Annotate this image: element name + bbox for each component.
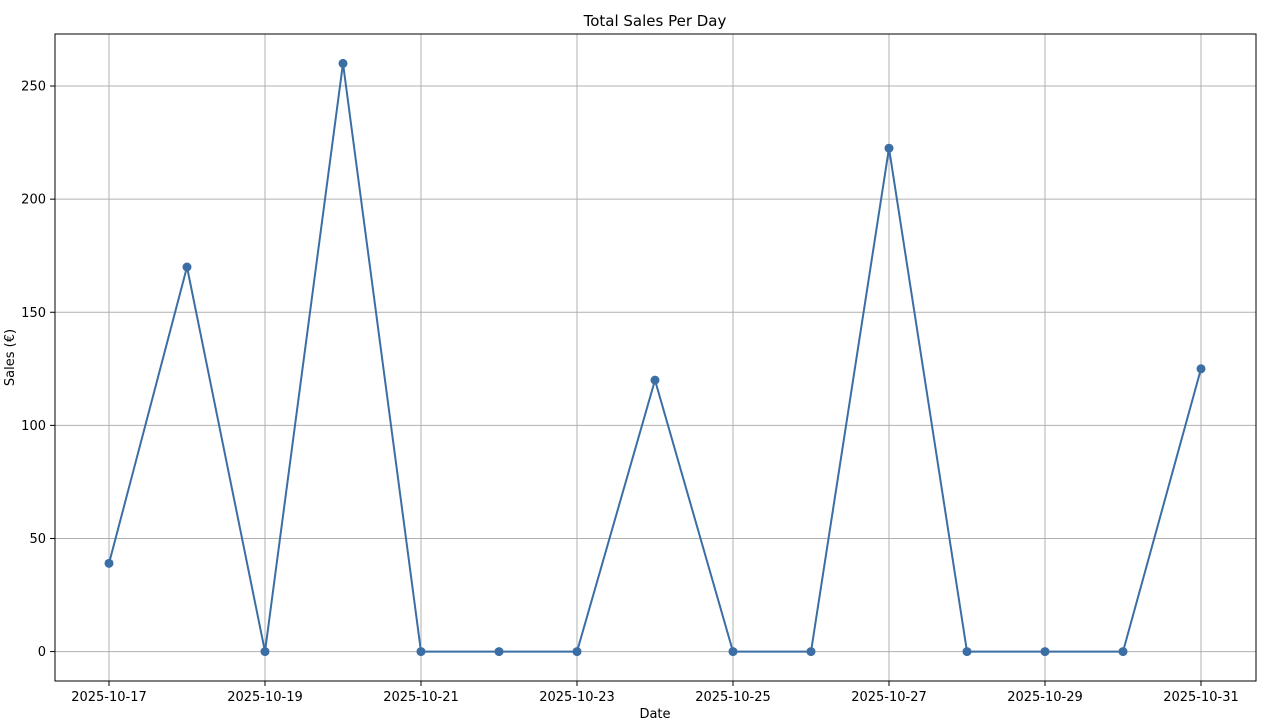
data-point <box>338 58 348 68</box>
grid-lines <box>55 34 1256 681</box>
data-point <box>182 262 192 272</box>
y-tick-label: 0 <box>38 645 46 660</box>
x-tick-label: 2025-10-25 <box>695 690 771 705</box>
x-tick-label: 2025-10-21 <box>383 690 459 705</box>
y-tick-label: 150 <box>21 306 46 321</box>
data-point <box>104 558 114 568</box>
data-point <box>884 143 894 153</box>
data-point <box>1040 647 1050 657</box>
data-point <box>260 647 270 657</box>
x-tick-label: 2025-10-31 <box>1163 690 1239 705</box>
y-tick-label: 100 <box>21 419 46 434</box>
x-tick-label: 2025-10-17 <box>71 690 147 705</box>
data-point <box>1118 647 1128 657</box>
data-point <box>806 647 816 657</box>
y-tick-label: 50 <box>29 532 46 547</box>
y-tick-label: 200 <box>21 193 46 208</box>
data-point <box>728 647 738 657</box>
data-point <box>962 647 972 657</box>
chart-title: Total Sales Per Day <box>583 12 727 30</box>
y-axis-title: Sales (€) <box>3 329 18 386</box>
y-tick-label: 250 <box>21 80 46 95</box>
x-axis-ticks: 2025-10-17 2025-10-19 2025-10-21 2025-10-23… <box>71 681 1239 705</box>
data-point <box>494 647 504 657</box>
y-axis-ticks: 0 50 100 150 200 250 <box>21 80 55 660</box>
series-layer <box>104 58 1206 657</box>
x-tick-label: 2025-10-19 <box>227 690 303 705</box>
data-point <box>416 647 426 657</box>
x-tick-label: 2025-10-27 <box>851 690 927 705</box>
x-axis-title: Date <box>639 707 670 722</box>
series-line <box>108 63 1202 653</box>
data-point <box>650 375 660 385</box>
x-tick-label: 2025-10-29 <box>1007 690 1083 705</box>
data-point <box>1196 364 1206 374</box>
plot-area-frame <box>54 33 1257 682</box>
data-point <box>572 647 582 657</box>
x-tick-label: 2025-10-23 <box>539 690 615 705</box>
